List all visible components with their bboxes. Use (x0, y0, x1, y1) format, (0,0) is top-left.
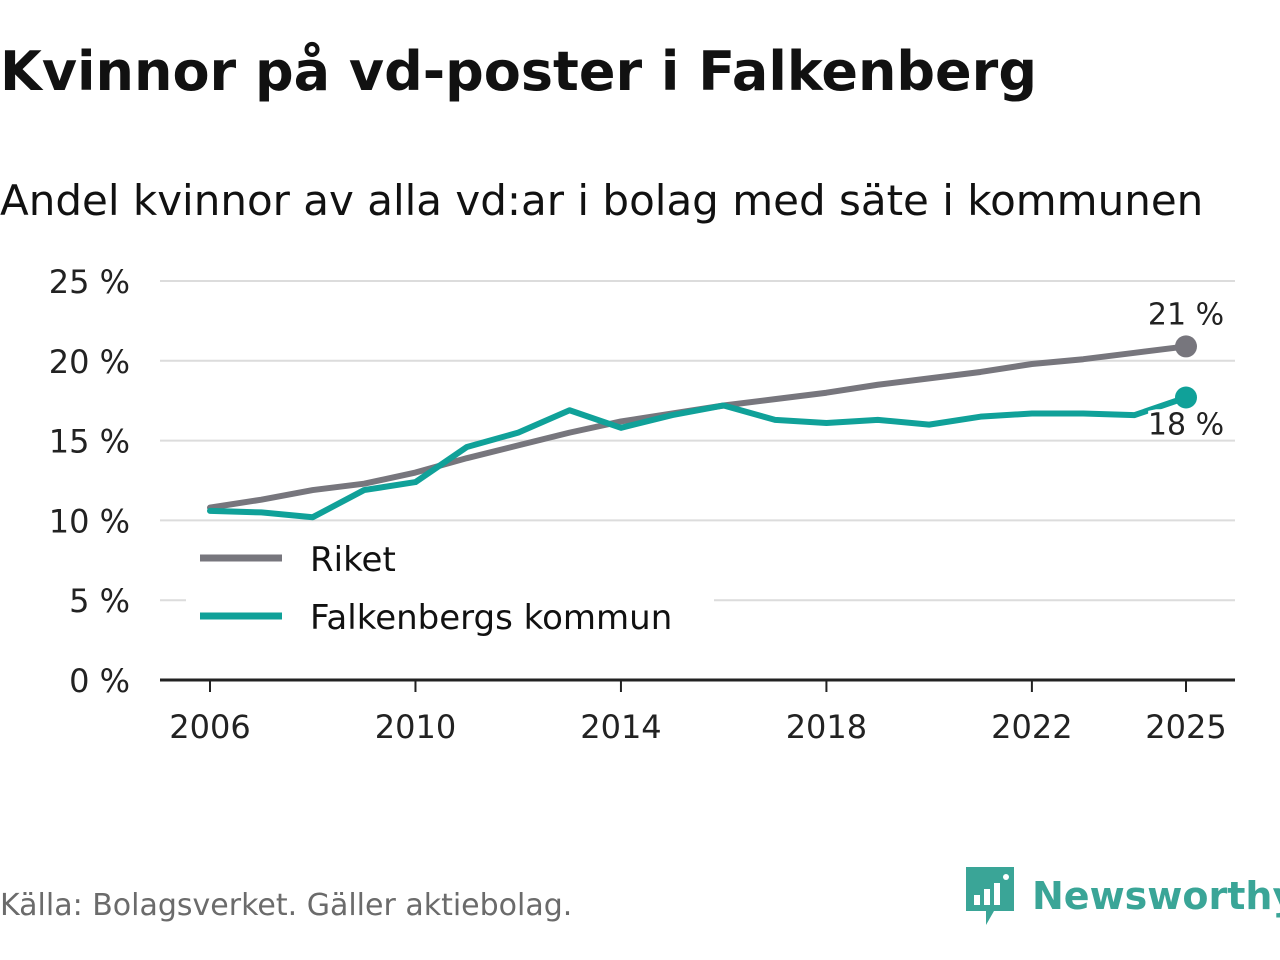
brand-logo: Newsworthy (964, 864, 1280, 928)
legend-label: Riket (310, 540, 396, 580)
legend-box (186, 532, 714, 644)
bar-chart-speech-bubble-icon (966, 867, 1014, 925)
series-line-riket (207, 343, 1189, 511)
brand-name: Newsworthy (1032, 874, 1280, 918)
x-tick-label: 2014 (580, 708, 661, 746)
chart-subtitle: Andel kvinnor av alla vd:ar i bolag med … (0, 176, 1204, 225)
y-tick-label: 15 % (49, 423, 130, 461)
chart-title: Kvinnor på vd-poster i Falkenberg (0, 40, 1037, 103)
series-line-falkenberg (207, 394, 1189, 521)
x-tick-label: 2025 (1145, 708, 1226, 746)
x-tick-label: 2010 (375, 708, 456, 746)
y-tick-label: 25 % (49, 263, 130, 301)
y-tick-label: 20 % (49, 343, 130, 381)
series-end-point (1175, 335, 1197, 358)
series-end-point (1175, 386, 1197, 409)
y-tick-label: 5 % (69, 582, 130, 620)
y-tick-label: 10 % (49, 502, 130, 540)
source-note: Källa: Bolagsverket. Gäller aktiebolag. (0, 888, 573, 923)
x-tick-label: 2006 (169, 708, 250, 746)
legend-label: Falkenbergs kommun (310, 598, 672, 638)
data-label-falkenberg: 18 % (1148, 408, 1224, 443)
x-tick-label: 2018 (786, 708, 867, 746)
x-tick-label: 2022 (991, 708, 1072, 746)
y-tick-label: 0 % (69, 662, 130, 700)
data-label-riket: 21 % (1148, 297, 1224, 332)
